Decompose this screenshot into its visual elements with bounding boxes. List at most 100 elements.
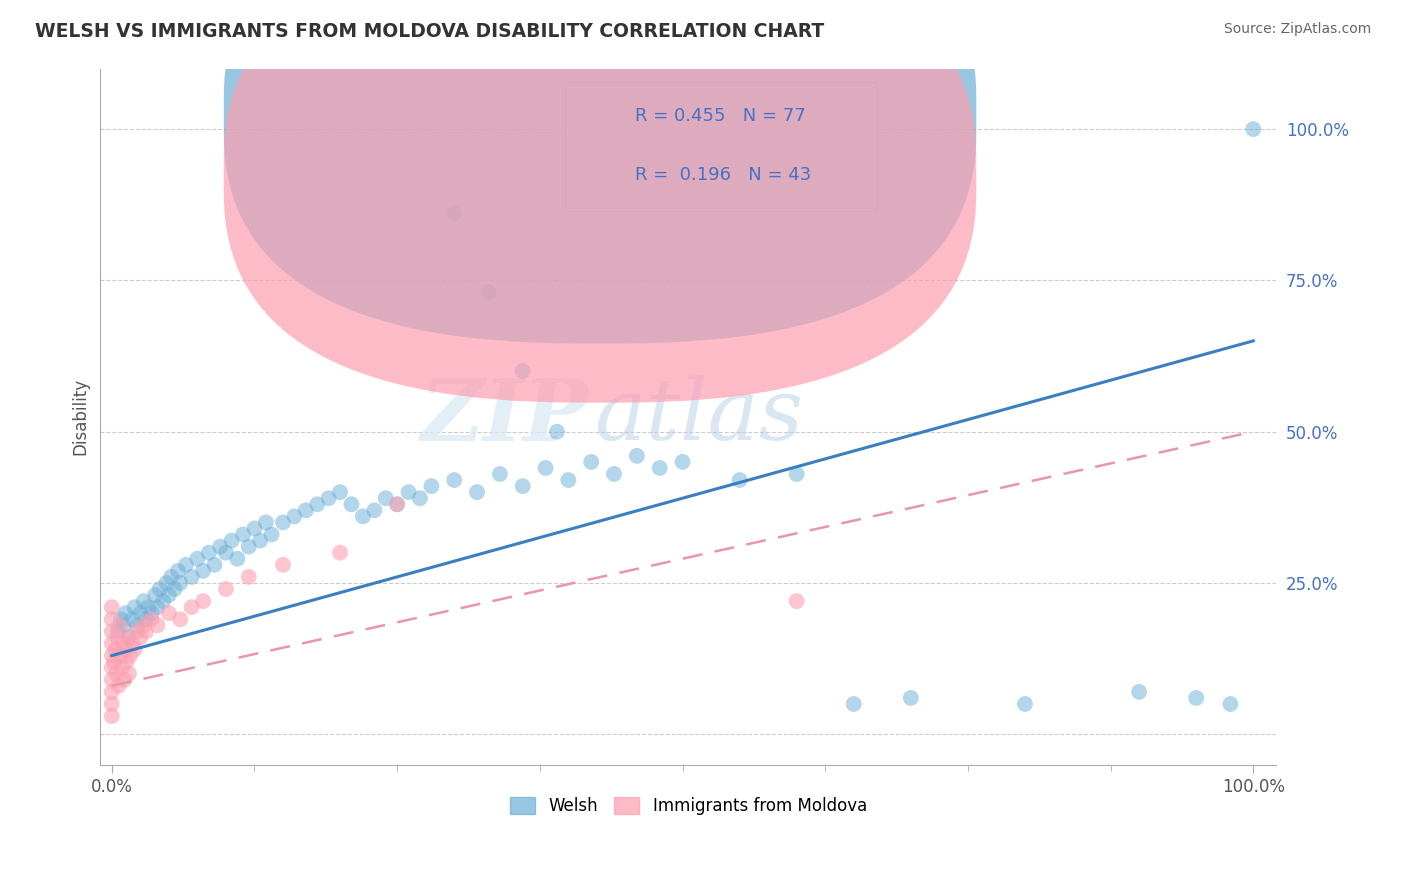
Point [146,600,169,615]
Point [141,612,163,626]
Point [100,673,122,687]
Point [100,612,122,626]
Point [160,570,183,584]
Point [135,624,157,639]
Point [1241,122,1264,136]
Point [557,473,579,487]
Point [385,497,408,511]
Point [129,606,152,620]
Point [124,642,146,657]
Point [603,467,626,481]
Point [157,606,180,620]
Point [100,661,122,675]
Point [786,467,808,481]
Point [385,497,408,511]
Point [534,461,557,475]
Point [271,558,294,572]
Point [363,503,385,517]
Point [209,540,232,554]
Point [546,425,568,439]
Point [100,636,122,650]
Point [900,690,922,705]
Point [118,631,141,645]
Point [1185,690,1208,705]
Point [489,467,512,481]
Point [191,564,214,578]
Point [221,533,243,548]
Text: R =  0.196   N = 43: R = 0.196 N = 43 [636,166,811,184]
Point [112,673,135,687]
Point [512,479,534,493]
Point [271,516,294,530]
Point [100,709,122,723]
Point [648,461,671,475]
Point [132,618,155,632]
Point [111,661,134,675]
Point [124,600,146,615]
Point [107,624,129,639]
Point [180,600,202,615]
Point [110,612,132,626]
Point [114,606,136,620]
Point [512,364,534,378]
Text: atlas: atlas [595,376,803,458]
Point [204,558,226,572]
Text: Source: ZipAtlas.com: Source: ZipAtlas.com [1223,22,1371,37]
Point [100,697,122,711]
Point [329,546,352,560]
Point [1128,685,1150,699]
Point [352,509,374,524]
Point [477,285,499,300]
Point [107,679,129,693]
Point [295,503,318,517]
Point [152,594,174,608]
Point [107,631,129,645]
Point [671,455,693,469]
Point [100,648,122,663]
Point [141,606,163,620]
Point [1014,697,1036,711]
Text: ZIP: ZIP [420,375,588,458]
FancyBboxPatch shape [224,0,976,343]
Point [114,642,136,657]
Point [129,631,152,645]
Point [842,697,865,711]
Point [409,491,432,506]
Point [786,594,808,608]
Point [283,509,305,524]
Point [728,473,751,487]
Point [1219,697,1241,711]
Point [110,648,132,663]
Point [260,527,283,541]
Point [121,636,143,650]
Point [226,551,249,566]
Point [420,479,443,493]
Y-axis label: Disability: Disability [72,378,89,455]
Point [100,600,122,615]
Point [118,666,141,681]
Text: WELSH VS IMMIGRANTS FROM MOLDOVA DISABILITY CORRELATION CHART: WELSH VS IMMIGRANTS FROM MOLDOVA DISABIL… [35,22,824,41]
Point [374,491,396,506]
FancyBboxPatch shape [224,0,976,402]
Point [232,527,254,541]
Point [167,564,190,578]
Point [626,449,648,463]
Point [163,582,186,596]
Point [254,516,277,530]
Point [100,685,122,699]
Point [136,600,159,615]
Point [108,618,131,632]
Point [104,642,127,657]
Point [135,612,157,626]
Point [186,551,208,566]
Point [155,576,177,591]
Point [105,666,128,681]
Point [146,618,169,632]
Point [398,485,420,500]
Point [112,618,135,632]
Point [180,570,202,584]
Point [143,588,166,602]
Point [118,648,141,663]
Point [443,207,465,221]
Point [112,636,135,650]
